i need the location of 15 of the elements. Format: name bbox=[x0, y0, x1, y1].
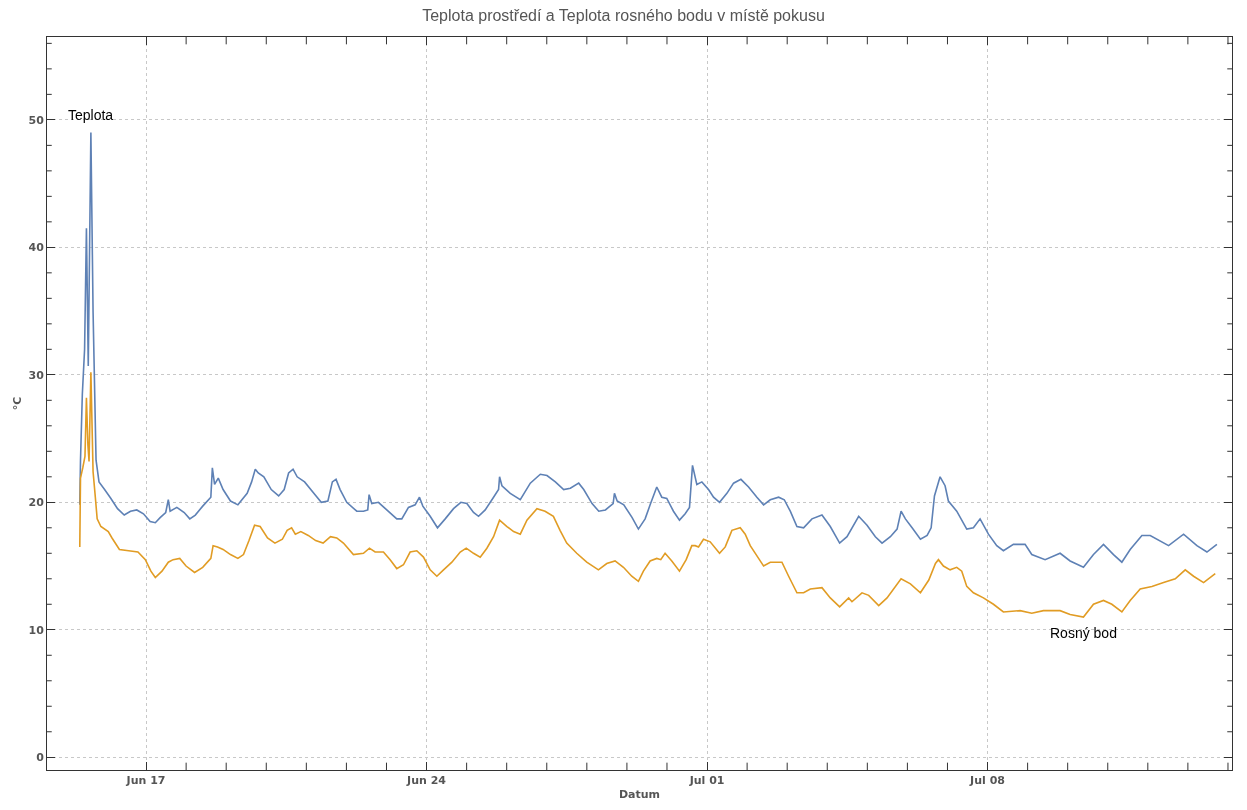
y-tick-label: 10 bbox=[28, 623, 45, 637]
y-tick-label: 30 bbox=[28, 368, 45, 382]
x-axis-title: Datum bbox=[618, 788, 661, 802]
series-label: Teplota bbox=[68, 107, 114, 123]
series-label: Rosný bod bbox=[1050, 625, 1117, 641]
y-tick-label: 20 bbox=[28, 496, 45, 510]
x-tick-label: Jul 01 bbox=[688, 774, 725, 788]
x-tick-label: Jun 17 bbox=[125, 774, 166, 788]
chart-title: Teplota prostředí a Teplota rosného bodu v místě pokusu bbox=[422, 6, 825, 24]
y-tick-label: 40 bbox=[28, 241, 45, 255]
y-tick-label: 0 bbox=[36, 751, 45, 765]
y-tick-label: 50 bbox=[28, 113, 45, 127]
x-tick-label: Jun 24 bbox=[406, 774, 447, 788]
y-axis-title: °C bbox=[11, 396, 25, 411]
x-tick-label: Jul 08 bbox=[969, 774, 1005, 788]
